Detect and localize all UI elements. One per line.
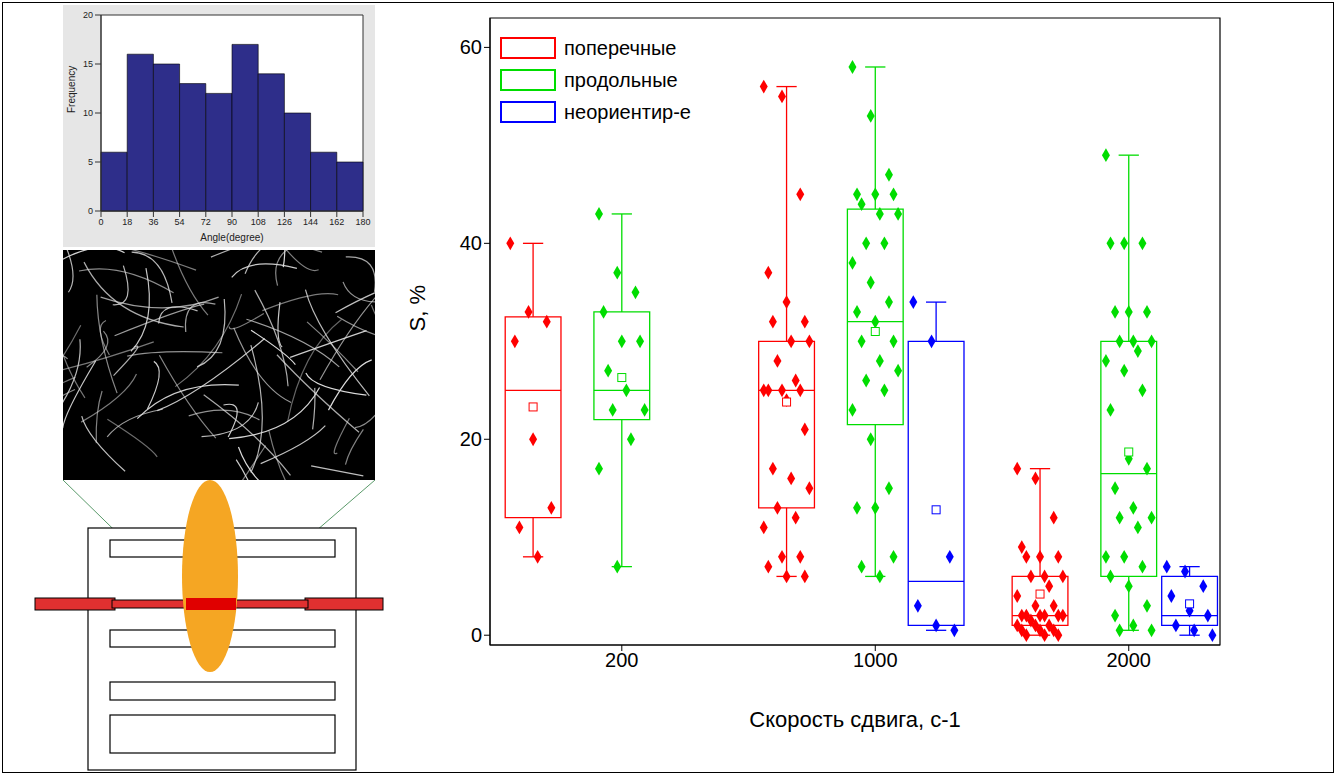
svg-text:5: 5 [88,157,93,167]
svg-text:0: 0 [471,624,482,646]
svg-text:15: 15 [83,59,93,69]
svg-text:126: 126 [277,217,292,227]
svg-text:20: 20 [83,10,93,20]
svg-text:20: 20 [460,428,482,450]
svg-text:Frequency: Frequency [66,66,77,113]
svg-text:Angle(degree): Angle(degree) [200,232,263,243]
svg-text:40: 40 [460,232,482,254]
svg-text:Скорость сдвига, с-1: Скорость сдвига, с-1 [749,707,961,732]
svg-text:18: 18 [122,217,132,227]
svg-text:108: 108 [251,217,266,227]
svg-text:162: 162 [329,217,344,227]
svg-text:54: 54 [175,217,185,227]
svg-text:10: 10 [83,108,93,118]
html-text:поперечные: поперечные [564,36,677,59]
svg-text:0: 0 [98,217,103,227]
svg-text:72: 72 [201,217,211,227]
svg-text:1000: 1000 [853,649,898,671]
svg-text:60: 60 [460,36,482,58]
svg-text:36: 36 [148,217,158,227]
svg-text:S, %: S, % [405,285,430,331]
svg-text:200: 200 [605,649,638,671]
svg-text:2000: 2000 [1107,649,1152,671]
html-text:неориентир-е: неориентир-е [564,100,691,123]
svg-text:144: 144 [303,217,318,227]
svg-text:0: 0 [88,206,93,216]
html-text:продольные: продольные [564,68,678,91]
svg-text:180: 180 [355,217,370,227]
svg-text:90: 90 [227,217,237,227]
